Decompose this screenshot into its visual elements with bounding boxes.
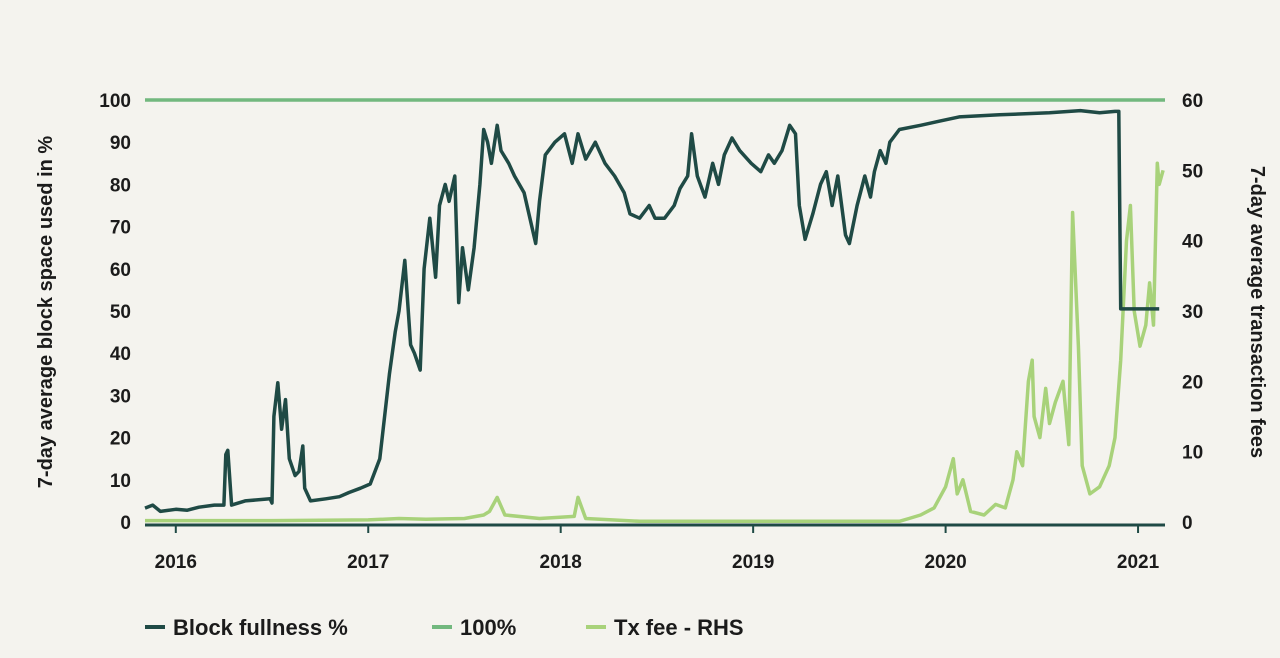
y-right-tick-label: 20: [1182, 372, 1203, 393]
left-axis-title: 7-day average block space used in %: [35, 136, 57, 489]
y-right-tick-label: 50: [1182, 161, 1203, 182]
x-tick-label: 2019: [732, 552, 774, 573]
y-tick-label: 30: [110, 386, 131, 407]
y-tick-label: 40: [110, 344, 131, 365]
y-tick-label: 80: [110, 175, 131, 196]
x-tick-label: 2017: [347, 552, 389, 573]
x-tick-label: 2018: [540, 552, 582, 573]
series-tx-fee-line: [145, 161, 1165, 524]
y-tick-label: 50: [110, 302, 131, 323]
y-tick-label: 100: [99, 91, 131, 112]
x-axis-ticks: 2016 2017 2018 2019 2020 2021: [155, 525, 1160, 573]
x-tick-label: 2021: [1117, 552, 1160, 573]
y-right-tick-label: 40: [1182, 232, 1203, 253]
x-tick-label: 2020: [924, 552, 966, 573]
y-right-tick-label: 30: [1182, 302, 1203, 323]
legend-label-block-fullness: Block fullness %: [173, 615, 348, 640]
y-right-tick-label: 0: [1182, 513, 1193, 534]
y-tick-label: 70: [110, 218, 131, 239]
plot-area: [144, 98, 1165, 527]
y-tick-label: 20: [110, 429, 131, 450]
y-tick-label: 90: [110, 133, 131, 154]
right-axis-title: 7-day average transaction fees: [1246, 166, 1268, 458]
y-tick-label: 10: [110, 471, 131, 492]
left-axis-ticks: 0 10 20 30 40 50 60 70 80 90 100: [99, 91, 131, 534]
series-block-fullness-line: [144, 108, 1160, 514]
y-tick-label: 60: [110, 260, 131, 281]
legend: Block fullness % 100% Tx fee - RHS: [145, 615, 744, 640]
legend-label-tx-fee: Tx fee - RHS: [614, 615, 744, 640]
x-tick-label: 2016: [155, 552, 197, 573]
y-right-tick-label: 10: [1182, 443, 1203, 464]
y-tick-label: 0: [120, 513, 131, 534]
right-axis-ticks: 0 10 20 30 40 50 60: [1182, 91, 1203, 534]
y-right-tick-label: 60: [1182, 91, 1203, 112]
legend-label-100: 100%: [460, 615, 516, 640]
